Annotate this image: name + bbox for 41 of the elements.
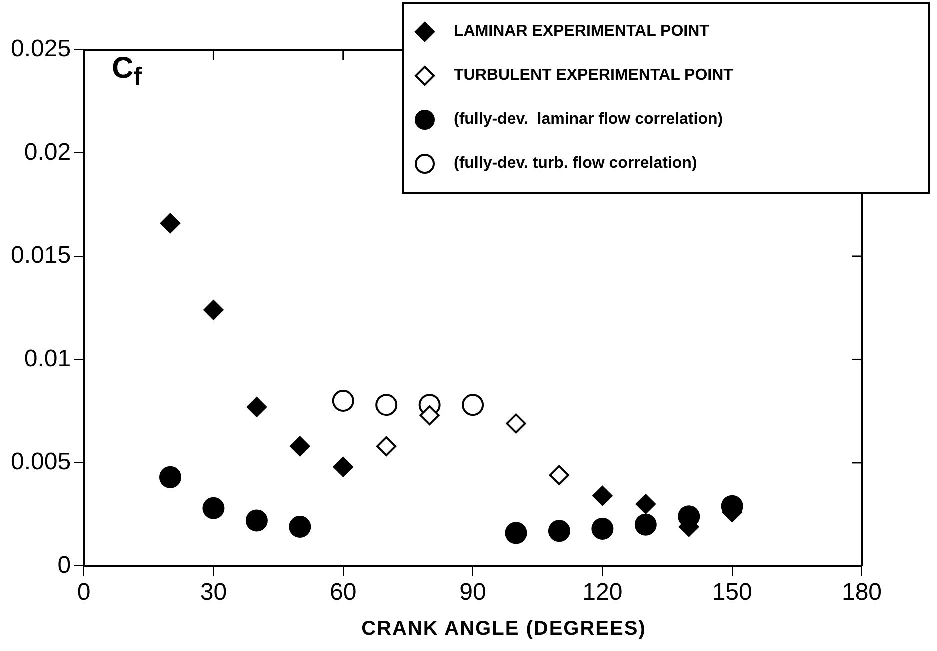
y-tick-label: 0.005 bbox=[10, 448, 72, 476]
legend-label: TURBULENT EXPERIMENTAL POINT bbox=[454, 67, 734, 85]
legend-label: (fully-dev. laminar flow correlation) bbox=[454, 111, 724, 129]
y-tick-label: 0.02 bbox=[24, 138, 72, 166]
point bbox=[159, 466, 182, 488]
point bbox=[505, 522, 528, 544]
x-tick-label: 30 bbox=[200, 579, 228, 606]
point bbox=[332, 390, 354, 412]
point bbox=[549, 465, 570, 486]
x-tick-label: 90 bbox=[460, 579, 486, 606]
point bbox=[160, 213, 180, 234]
y-tick-label: 0.025 bbox=[10, 36, 72, 63]
x-tick-label: 180 bbox=[842, 579, 882, 606]
legend-label: LAMINAR EXPERIMENTAL POINT bbox=[454, 23, 710, 41]
y-tick-label: 0.015 bbox=[10, 242, 72, 270]
point bbox=[246, 510, 268, 532]
x-axis-title: CRANK ANGLE (DEGREES) bbox=[360, 618, 648, 641]
point bbox=[462, 394, 484, 416]
point bbox=[376, 436, 397, 456]
y-tick-label: 0.01 bbox=[24, 345, 72, 372]
point bbox=[202, 497, 225, 520]
point bbox=[204, 300, 224, 320]
point bbox=[289, 516, 312, 538]
point bbox=[376, 394, 398, 416]
point bbox=[290, 436, 310, 456]
point bbox=[634, 514, 657, 536]
point bbox=[420, 405, 440, 426]
y-tick-label: 0 bbox=[58, 552, 72, 579]
point bbox=[506, 414, 526, 434]
point bbox=[246, 397, 267, 418]
legend-label: (fully-dev. turb. flow correlation) bbox=[454, 155, 698, 173]
x-tick-label: 60 bbox=[330, 579, 357, 606]
point bbox=[592, 486, 613, 506]
point bbox=[636, 494, 656, 514]
point bbox=[333, 457, 354, 478]
point bbox=[592, 518, 614, 540]
x-tick-label: 0 bbox=[77, 579, 91, 606]
x-tick-label: 150 bbox=[712, 579, 752, 606]
x-tick-label: 120 bbox=[582, 579, 623, 606]
y-axis-title: C$_{f}$ bbox=[112, 52, 142, 92]
point bbox=[548, 520, 570, 542]
